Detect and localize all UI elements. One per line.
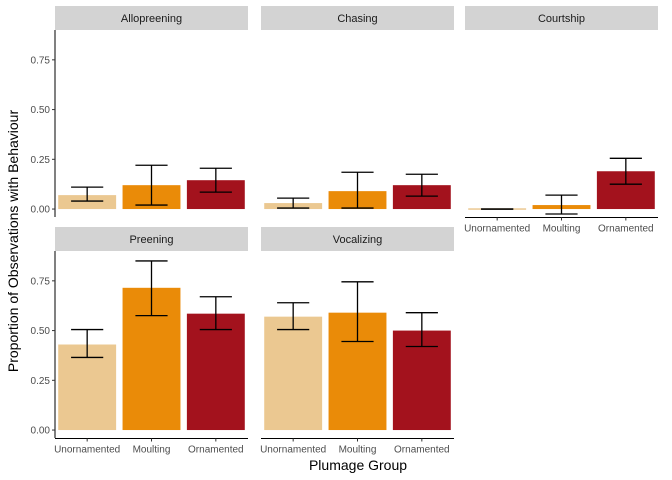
strip-label-preening: Preening bbox=[129, 234, 173, 246]
errorbar-allopreening-ornamented bbox=[199, 167, 232, 193]
errorbar-courtship-ornamented bbox=[609, 157, 642, 185]
strip-vocalizing bbox=[261, 227, 454, 251]
bar-allopreening-unornamented bbox=[58, 195, 117, 210]
x-tick-label-ornamented: Ornamented bbox=[598, 224, 654, 235]
errorbar-preening-unornamented bbox=[71, 328, 104, 359]
bar-vocalizing-ornamented bbox=[392, 330, 451, 431]
x-axis-title: Plumage Group bbox=[309, 457, 407, 473]
strip-label-courtship: Courtship bbox=[538, 13, 585, 25]
strip-label-vocalizing: Vocalizing bbox=[333, 234, 383, 246]
strip-allopreening bbox=[55, 6, 248, 30]
strip-label-allopreening: Allopreening bbox=[121, 13, 182, 25]
errorbar-allopreening-moulting bbox=[135, 164, 168, 206]
errorbar-allopreening-unornamented bbox=[71, 186, 104, 202]
y-tick-label: 0.00 bbox=[31, 205, 51, 216]
strip-chasing bbox=[261, 6, 454, 30]
y-tick-label: 0.50 bbox=[31, 105, 51, 116]
errorbar-preening-moulting bbox=[135, 260, 168, 317]
panel-preening: Preening 0.00 0.25 0.50 0.75 Unornamented Moul… bbox=[31, 227, 248, 456]
errorbar-vocalizing-moulting bbox=[341, 281, 374, 343]
x-tick-label-unornamented: Unornamented bbox=[260, 445, 326, 456]
x-tick-label-unornamented: Unornamented bbox=[54, 445, 120, 456]
strip-courtship bbox=[465, 6, 658, 30]
strip-preening bbox=[55, 227, 248, 251]
x-tick-label-moulting: Moulting bbox=[339, 445, 377, 456]
errorbar-courtship-moulting bbox=[545, 194, 578, 215]
panel-chasing: Chasing bbox=[261, 6, 454, 210]
x-tick-label-moulting: Moulting bbox=[133, 445, 171, 456]
y-tick-label: 0.00 bbox=[31, 426, 51, 437]
panel-vocalizing: Vocalizing Unornamented Moulting Ornamented bbox=[260, 227, 454, 456]
bar-preening-unornamented bbox=[58, 344, 117, 431]
y-axis-title: Proportion of Observations with Behaviou… bbox=[5, 110, 21, 373]
panel-courtship: Courtship Unornamented Moulting Ornamented bbox=[464, 6, 658, 235]
x-tick-label-ornamented: Ornamented bbox=[188, 445, 244, 456]
bar-vocalizing-unornamented bbox=[264, 316, 323, 431]
panel-allopreening: Allopreening 0.00 0.25 0.50 0.75 bbox=[31, 6, 248, 217]
x-tick-label-unornamented: Unornamented bbox=[464, 224, 530, 235]
errorbar-vocalizing-ornamented bbox=[405, 312, 438, 348]
x-tick-label-ornamented: Ornamented bbox=[394, 445, 450, 456]
y-tick-label: 0.75 bbox=[31, 55, 51, 66]
x-tick-label-moulting: Moulting bbox=[543, 224, 581, 235]
errorbar-chasing-unornamented bbox=[277, 197, 310, 209]
bar-chasing-ornamented bbox=[392, 185, 451, 210]
bar-preening-ornamented bbox=[186, 313, 245, 431]
errorbar-vocalizing-unornamented bbox=[277, 302, 310, 331]
y-tick-label: 0.50 bbox=[31, 326, 51, 337]
errorbar-chasing-ornamented bbox=[405, 173, 438, 197]
y-tick-label: 0.25 bbox=[31, 155, 51, 166]
strip-label-chasing: Chasing bbox=[337, 13, 377, 25]
y-tick-label: 0.25 bbox=[31, 376, 51, 387]
facet-panels: Allopreening 0.00 0.25 0.50 0.75 Chasing Court… bbox=[31, 6, 658, 456]
errorbar-preening-ornamented bbox=[199, 296, 232, 331]
errorbar-chasing-moulting bbox=[341, 171, 374, 209]
y-tick-label: 0.75 bbox=[31, 276, 51, 287]
